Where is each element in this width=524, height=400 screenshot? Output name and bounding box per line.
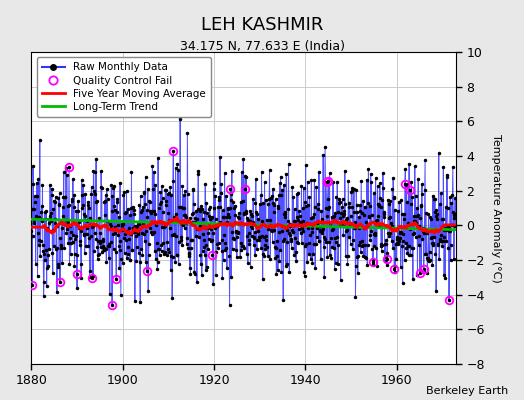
Text: Berkeley Earth: Berkeley Earth bbox=[426, 386, 508, 396]
Y-axis label: Temperature Anomaly (°C): Temperature Anomaly (°C) bbox=[492, 134, 501, 282]
Text: 34.175 N, 77.633 E (India): 34.175 N, 77.633 E (India) bbox=[180, 40, 344, 53]
Legend: Raw Monthly Data, Quality Control Fail, Five Year Moving Average, Long-Term Tren: Raw Monthly Data, Quality Control Fail, … bbox=[37, 57, 211, 117]
Text: LEH KASHMIR: LEH KASHMIR bbox=[201, 16, 323, 34]
